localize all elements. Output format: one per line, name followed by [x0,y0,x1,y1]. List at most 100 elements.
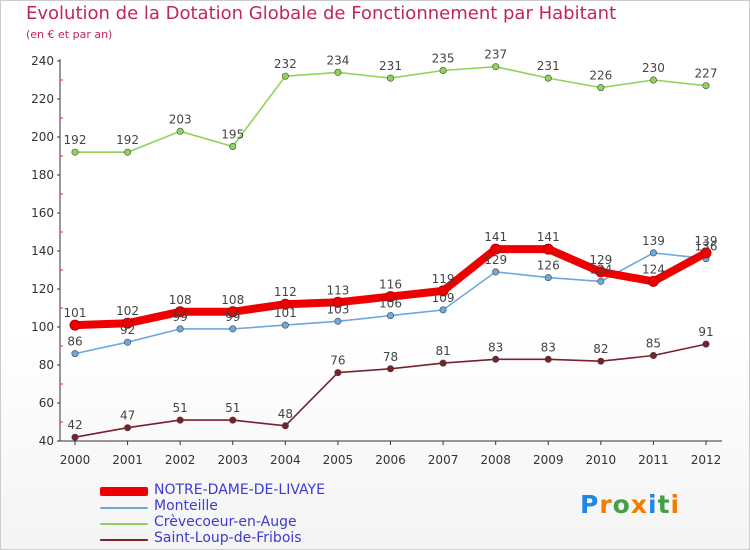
data-point-cr-vecoeur-en-auge [334,68,342,76]
data-point-notre-dame-de-livaye [279,298,291,310]
y-tick-label: 100 [31,320,54,334]
data-point-saint-loup-de-fribois [281,422,289,430]
data-point-notre-dame-de-livaye [542,243,554,255]
data-label-notre-dame-de-livaye: 108 [221,293,244,307]
data-point-cr-vecoeur-en-auge [649,76,657,84]
data-point-cr-vecoeur-en-auge [124,148,132,156]
data-point-saint-loup-de-fribois [649,351,657,359]
data-point-monteille [492,268,500,276]
data-label-cr-vecoeur-en-auge: 237 [484,48,507,62]
data-point-saint-loup-de-fribois [229,416,237,424]
data-label-cr-vecoeur-en-auge: 235 [432,52,455,66]
legend-swatch [100,507,148,509]
data-point-monteille [281,321,289,329]
data-point-monteille [176,325,184,333]
logo-letter: o [612,490,631,519]
y-tick-label: 80 [39,358,54,372]
data-label-saint-loup-de-fribois: 42 [67,418,82,432]
data-label-saint-loup-de-fribois: 83 [541,340,556,354]
data-label-monteille: 99 [173,310,188,324]
x-tick-label: 2009 [533,453,564,467]
chart-subtitle: (en € et par an) [26,28,113,41]
data-point-cr-vecoeur-en-auge [597,84,605,92]
y-tick-label: 120 [31,282,54,296]
data-label-cr-vecoeur-en-auge: 195 [221,128,244,142]
data-label-saint-loup-de-fribois: 51 [225,401,240,415]
data-point-cr-vecoeur-en-auge [176,127,184,135]
data-point-cr-vecoeur-en-auge [71,148,79,156]
data-point-saint-loup-de-fribois [334,369,342,377]
y-tick-label: 140 [31,244,54,258]
x-tick-label: 2003 [217,453,248,467]
data-label-saint-loup-de-fribois: 51 [173,401,188,415]
data-label-notre-dame-de-livaye: 129 [589,253,612,267]
data-point-monteille [334,317,342,325]
data-label-monteille: 109 [432,291,455,305]
data-label-cr-vecoeur-en-auge: 231 [537,59,560,73]
data-label-cr-vecoeur-en-auge: 231 [379,59,402,73]
data-point-cr-vecoeur-en-auge [702,82,710,90]
x-tick-label: 2011 [638,453,669,467]
data-point-monteille [544,274,552,282]
data-point-monteille [124,338,132,346]
data-label-monteille: 99 [225,310,240,324]
y-tick-label: 180 [31,168,54,182]
data-label-notre-dame-de-livaye: 139 [695,234,718,248]
data-label-notre-dame-de-livaye: 141 [537,230,560,244]
data-label-saint-loup-de-fribois: 48 [278,407,293,421]
data-label-saint-loup-de-fribois: 47 [120,409,135,423]
data-label-cr-vecoeur-en-auge: 192 [116,133,139,147]
data-label-cr-vecoeur-en-auge: 226 [589,69,612,83]
data-point-saint-loup-de-fribois [386,365,394,373]
data-label-saint-loup-de-fribois: 85 [646,337,661,351]
data-label-notre-dame-de-livaye: 124 [642,262,665,276]
data-point-notre-dame-de-livaye [332,296,344,308]
data-label-cr-vecoeur-en-auge: 192 [64,133,87,147]
y-tick-label: 60 [39,396,54,410]
data-point-saint-loup-de-fribois [544,355,552,363]
y-tick-label: 240 [31,54,54,68]
data-point-cr-vecoeur-en-auge [492,63,500,71]
data-point-saint-loup-de-fribois [597,357,605,365]
data-label-cr-vecoeur-en-auge: 234 [326,53,349,67]
data-point-monteille [649,249,657,257]
logo-letter: x [630,490,648,519]
chart-title: Evolution de la Dotation Globale de Fonc… [26,3,617,24]
x-tick-label: 2004 [270,453,301,467]
legend-swatch [100,487,148,496]
data-point-cr-vecoeur-en-auge [281,72,289,80]
legend-swatch [100,539,148,541]
data-point-notre-dame-de-livaye [595,266,607,278]
y-tick-label: 220 [31,92,54,106]
x-tick-label: 2012 [691,453,722,467]
data-point-monteille [386,312,394,320]
y-tick-label: 40 [39,434,54,448]
logo-letter: t [657,490,671,519]
data-point-notre-dame-de-livaye [385,291,396,303]
x-tick-label: 2002 [165,453,196,467]
data-label-cr-vecoeur-en-auge: 232 [274,57,297,71]
data-label-monteille: 124 [589,262,612,276]
data-label-monteille: 129 [484,253,507,267]
data-point-notre-dame-de-livaye [174,306,186,318]
logo-letter: i [670,490,681,519]
data-label-notre-dame-de-livaye: 119 [432,272,455,286]
data-point-cr-vecoeur-en-auge [386,74,394,82]
x-tick-label: 2005 [323,453,354,467]
data-point-saint-loup-de-fribois [492,355,500,363]
data-label-monteille: 86 [67,335,82,349]
legend-label: NOTRE-DAME-DE-LIVAYE [154,482,325,498]
data-label-notre-dame-de-livaye: 102 [116,304,139,318]
legend-label: Saint-Loup-de-Fribois [154,530,302,546]
data-label-monteille: 106 [379,297,402,311]
data-label-monteille: 101 [274,306,297,320]
data-point-notre-dame-de-livaye [700,247,712,259]
logo-letter: i [648,490,658,519]
data-label-monteille: 139 [642,234,665,248]
data-label-saint-loup-de-fribois: 78 [383,350,398,364]
data-label-saint-loup-de-fribois: 91 [698,325,713,339]
data-point-notre-dame-de-livaye [437,285,449,297]
logo-letter: r [599,490,613,519]
data-label-monteille: 136 [695,240,718,254]
